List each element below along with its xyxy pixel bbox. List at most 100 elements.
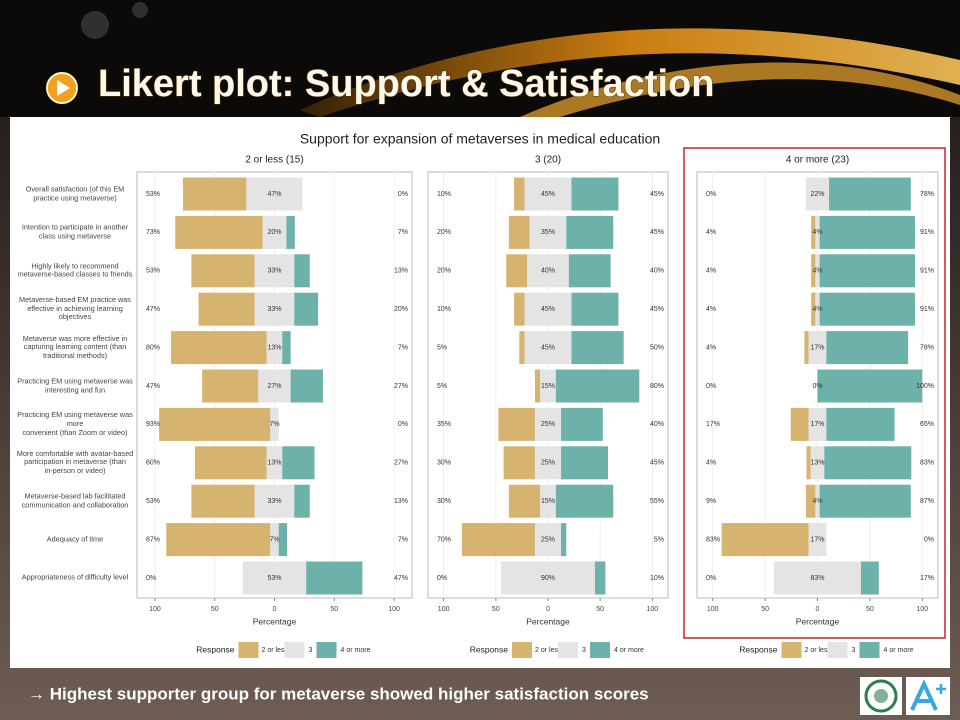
value-label-neutral: 17% [810, 421, 824, 428]
x-tick-label: 50 [211, 606, 219, 613]
x-axis-label: Percentage [253, 616, 297, 626]
bar-high [282, 331, 291, 365]
x-tick-label: 50 [761, 606, 769, 613]
item-label: Metaverse was more effective in capturin… [22, 333, 128, 360]
bar-neutral [254, 254, 295, 288]
value-label-low: 4% [706, 344, 716, 351]
item-label: Adequacy of time [46, 534, 104, 544]
bar-neutral [529, 215, 567, 249]
value-label-high: 87% [920, 498, 934, 505]
chart-title: Support for expansion of metaverses in m… [300, 131, 660, 147]
value-label-neutral: 15% [541, 383, 555, 390]
legend-swatch [238, 642, 259, 658]
bar-high [594, 561, 606, 595]
highlight-box [683, 147, 946, 639]
bar-neutral [540, 484, 556, 518]
bar-low [159, 407, 271, 441]
value-label-high: 83% [920, 460, 934, 467]
bar-neutral [258, 369, 291, 403]
legend-label: 4 or more [341, 647, 371, 654]
bar-low [806, 446, 811, 480]
value-label-neutral: 83% [810, 575, 824, 582]
bar-low [194, 446, 267, 480]
legend-swatch [512, 642, 532, 658]
bar-neutral [270, 407, 279, 441]
value-label-neutral: 4% [812, 498, 822, 505]
legend-swatch [590, 642, 610, 658]
bar-neutral [242, 561, 307, 595]
bar-neutral [808, 407, 827, 441]
legend-label: 2 or less [805, 647, 832, 654]
bar-neutral [808, 331, 827, 365]
bar-high [555, 369, 640, 403]
bar-neutral [805, 177, 830, 211]
bar-neutral [534, 523, 562, 557]
logo-plus [936, 684, 946, 694]
value-label-low: 4% [706, 268, 716, 275]
bar-low [171, 331, 267, 365]
bar-low [811, 215, 816, 249]
x-tick-label: 100 [388, 606, 400, 613]
item-label: Overall satisfaction (of this EM practic… [25, 184, 125, 202]
value-label-neutral: 25% [541, 460, 555, 467]
value-label-low: 0% [146, 575, 156, 582]
value-label-high: 45% [650, 460, 664, 467]
value-label-low: 47% [146, 306, 160, 313]
bokeh [132, 2, 148, 18]
bar-neutral [810, 446, 825, 480]
bar-neutral [534, 446, 562, 480]
bar-low [175, 215, 263, 249]
bar-neutral [524, 177, 572, 211]
value-label-high: 55% [650, 498, 664, 505]
value-label-low: 20% [437, 268, 451, 275]
bar-high [561, 407, 603, 441]
bar-low [805, 484, 816, 518]
value-label-neutral: 33% [267, 268, 281, 275]
bar-low [498, 407, 535, 441]
bar-low [198, 292, 255, 326]
bar-high [819, 254, 915, 288]
bokeh [81, 11, 109, 39]
bar-high [819, 215, 915, 249]
value-label-high: 17% [920, 575, 934, 582]
item-label: More comfortable with avatar-based parti… [16, 448, 134, 476]
item-label: Metaverse-based EM practice was effectiv… [19, 295, 131, 322]
legend-label: 2 or less [262, 647, 289, 654]
legend-label: 2 or less [535, 647, 562, 654]
bar-low [503, 446, 535, 480]
value-label-low: 47% [146, 383, 160, 390]
value-label-low: 20% [437, 229, 451, 236]
bar-high [282, 446, 315, 480]
value-label-high: 13% [394, 268, 408, 275]
item-label: Highly likely to recommend metaverse-bas… [17, 261, 133, 279]
bar-high [568, 254, 611, 288]
bar-low [514, 177, 525, 211]
item-label: Practicing EM using metaverse was more c… [17, 410, 133, 437]
x-tick-label: 100 [916, 606, 928, 613]
value-label-neutral: 13% [267, 344, 281, 351]
legend-title: Response [739, 644, 778, 654]
value-label-low: 5% [437, 344, 447, 351]
value-label-neutral: 7% [269, 421, 279, 428]
bar-neutral [266, 446, 283, 480]
value-label-neutral: 53% [267, 575, 281, 582]
bar-low [506, 254, 528, 288]
bar-low [534, 369, 541, 403]
value-label-low: 9% [706, 498, 716, 505]
value-label-high: 45% [650, 306, 664, 313]
bar-neutral [262, 215, 287, 249]
bar-neutral [815, 292, 820, 326]
value-label-low: 35% [437, 421, 451, 428]
bar-neutral [254, 292, 295, 326]
value-label-low: 70% [437, 536, 451, 543]
value-label-high: 13% [394, 498, 408, 505]
value-label-high: 80% [650, 383, 664, 390]
value-label-low: 0% [706, 575, 716, 582]
value-label-neutral: 17% [810, 344, 824, 351]
value-label-low: 30% [437, 460, 451, 467]
value-label-neutral: 90% [541, 575, 555, 582]
bar-neutral [524, 331, 572, 365]
value-label-neutral: 4% [812, 268, 822, 275]
value-label-low: 0% [706, 383, 716, 390]
